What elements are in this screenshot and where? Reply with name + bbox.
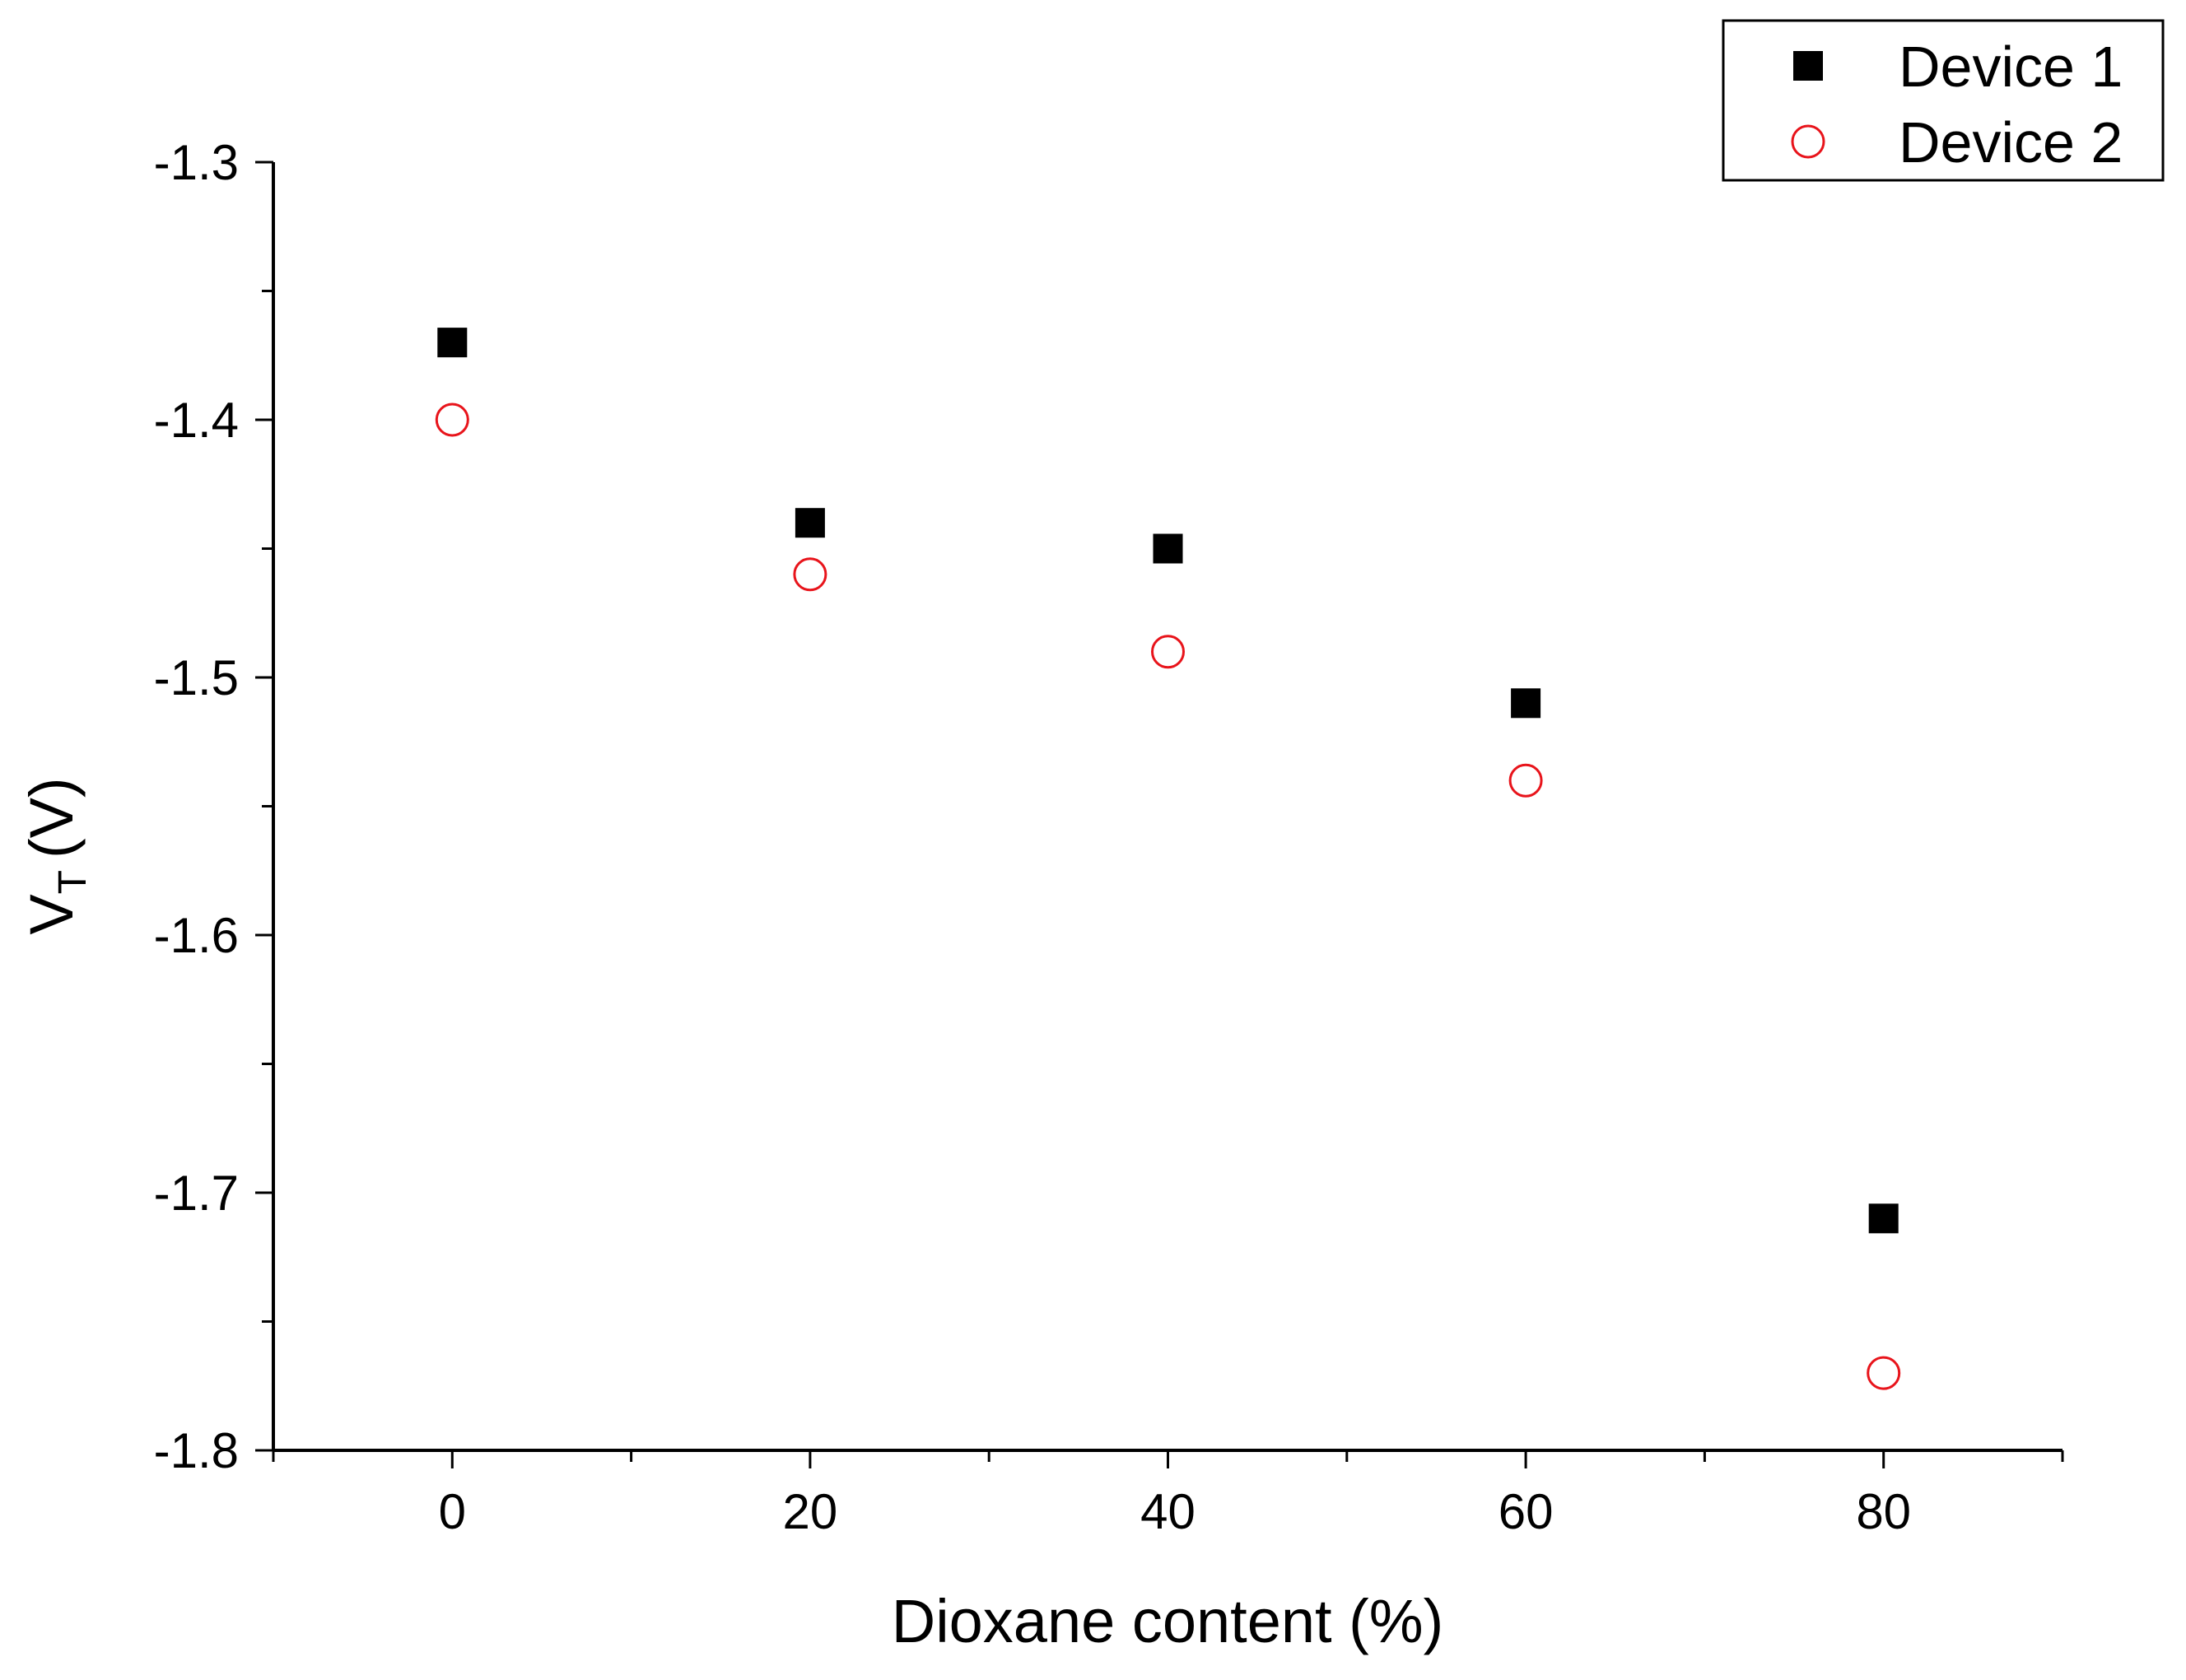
- y-tick-label: -1.6: [154, 908, 239, 963]
- y-tick-label: -1.7: [154, 1166, 239, 1221]
- device-2-point: [1508, 763, 1543, 798]
- legend-label-device-1: Device 1: [1899, 35, 2123, 99]
- legend-label-device-2: Device 2: [1899, 110, 2123, 175]
- x-axis-ticks: 0 20 40 60 80: [272, 1450, 2064, 1539]
- y-axis-title: VT (V): [17, 777, 95, 934]
- x-tick-label: 40: [1140, 1484, 1196, 1539]
- legend: Device 1 Device 2: [1722, 19, 2165, 182]
- axes: [272, 162, 2062, 1452]
- y-tick-label: -1.5: [154, 650, 239, 705]
- device-1-point: [1868, 1203, 1899, 1234]
- device-2-point: [793, 557, 827, 592]
- y-tick-label: -1.4: [154, 393, 239, 448]
- legend-marker-device-2: [1791, 124, 1825, 159]
- device-1-point: [437, 328, 468, 358]
- x-tick-label: 20: [783, 1484, 838, 1539]
- device-2-point: [435, 403, 469, 437]
- x-tick-label: 0: [439, 1484, 466, 1539]
- y-tick-label: -1.8: [154, 1423, 239, 1478]
- device-1-point: [1153, 533, 1183, 564]
- y-axis-title-subscript: T: [51, 870, 95, 894]
- y-axis-ticks: -1.3 -1.4 -1.5 -1.6 -1.7 -1.8: [154, 135, 273, 1478]
- device-1-point: [795, 508, 825, 538]
- x-tick-label: 60: [1499, 1484, 1554, 1539]
- x-axis-title: Dioxane content (%): [892, 1587, 1443, 1655]
- legend-marker-device-1: [1793, 51, 1823, 81]
- y-axis-title-unit: (V): [17, 777, 86, 859]
- device-1-point: [1511, 688, 1541, 719]
- device-2-point: [1151, 635, 1185, 669]
- data-points: [435, 328, 1901, 1390]
- device-2-point: [1867, 1356, 1901, 1390]
- y-axis-title-main: V: [17, 894, 86, 935]
- y-tick-label: -1.3: [154, 135, 239, 190]
- x-tick-label: 80: [1856, 1484, 1911, 1539]
